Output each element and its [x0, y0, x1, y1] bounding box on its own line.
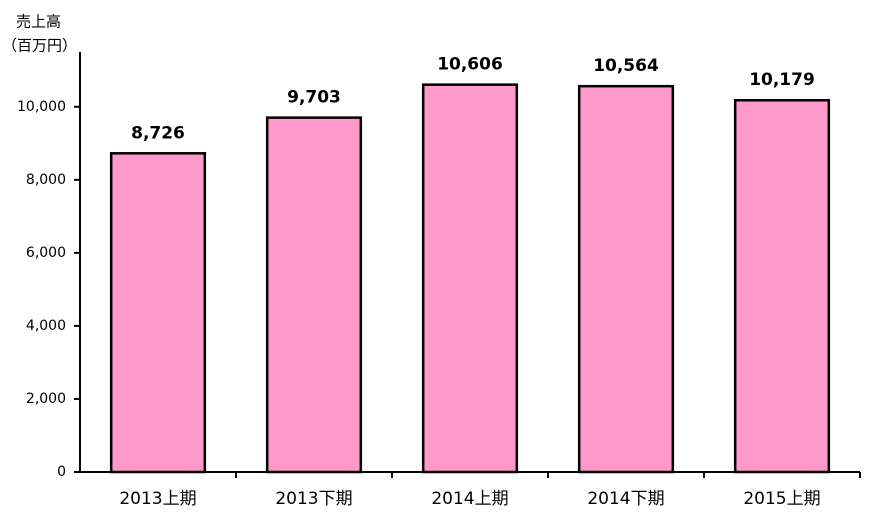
y-axis-label: 売上高 — [16, 13, 61, 31]
bar — [265, 116, 363, 474]
y-tick-label: 4,000 — [26, 318, 66, 334]
bar — [421, 83, 519, 474]
x-tick-label: 2013上期 — [119, 489, 196, 509]
y-tick-label: 6,000 — [26, 245, 66, 261]
bar — [109, 152, 207, 474]
y-tick-label: 8,000 — [26, 172, 66, 188]
data-label: 8,726 — [131, 123, 185, 143]
x-tick-label: 2013下期 — [275, 489, 352, 509]
y-axis-unit: （百万円） — [2, 37, 77, 55]
bar — [577, 84, 675, 474]
x-tick-label: 2014上期 — [431, 489, 508, 509]
x-tick-label: 2014下期 — [587, 489, 664, 509]
bar — [733, 98, 831, 474]
x-tick-label: 2015上期 — [743, 489, 820, 509]
y-tick-label: 0 — [57, 464, 66, 480]
y-tick-label: 2,000 — [26, 391, 66, 407]
data-label: 10,179 — [749, 70, 815, 90]
data-label: 9,703 — [287, 88, 341, 108]
y-tick-label: 10,000 — [17, 99, 66, 115]
data-label: 10,564 — [593, 56, 659, 76]
data-label: 10,606 — [437, 55, 503, 75]
